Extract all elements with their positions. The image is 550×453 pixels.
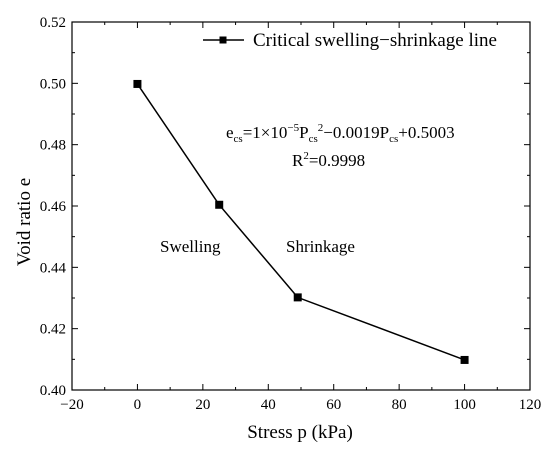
y-axis-ticks: 0.40 0.42 0.44 0.46 0.48 0.50 0.52 — [40, 15, 530, 399]
data-point — [133, 79, 142, 88]
y-tick-label: 0.46 — [40, 199, 67, 215]
x-tick-label: 40 — [261, 397, 276, 413]
legend: Critical swelling−shrinkage line — [203, 30, 497, 51]
shrinkage-label: Shrinkage — [286, 237, 355, 256]
legend-label: Critical swelling−shrinkage line — [253, 30, 497, 51]
eq-sub-cs1: cs — [234, 133, 243, 145]
eq-part3: +0.5003 — [398, 123, 454, 142]
eq-sub-cs3: cs — [389, 133, 398, 145]
plot-border — [71, 21, 531, 391]
x-tick-label: 20 — [195, 397, 210, 413]
eq-sq: 2 — [318, 122, 324, 134]
r-squared: R2=0.9998 — [292, 150, 365, 170]
y-axis-title: Void ratio e — [14, 178, 35, 266]
x-tick-label: 60 — [326, 397, 341, 413]
eq-sub-cs2: cs — [309, 133, 318, 145]
y-tick-label: 0.50 — [40, 76, 66, 92]
fit-equation: ecs=1×10−5Pcs2−0.0019Pcs+0.5003 — [226, 122, 455, 145]
data-point — [460, 355, 469, 364]
series-lines — [136, 83, 465, 361]
eq-e: e — [226, 123, 234, 142]
y-tick-label: 0.40 — [40, 383, 66, 399]
x-tick-label: 0 — [134, 397, 142, 413]
y-tick-label: 0.42 — [40, 322, 66, 338]
y-tick-label: 0.52 — [40, 15, 66, 31]
x-tick-label: −20 — [60, 397, 83, 413]
r2-sup: 2 — [303, 150, 309, 162]
plot-frame — [71, 21, 531, 391]
data-point — [215, 200, 224, 209]
series-points — [133, 79, 469, 364]
series-line — [136, 83, 465, 361]
r2-value: =0.9998 — [309, 151, 365, 170]
legend-marker — [219, 36, 227, 44]
x-tick-label: 80 — [392, 397, 407, 413]
data-point — [293, 293, 302, 302]
eq-P1: P — [299, 123, 308, 142]
eq-exp: −5 — [287, 122, 299, 134]
x-axis-title: Stress p (kPa) — [247, 422, 353, 443]
r2-R: R — [292, 151, 304, 170]
y-tick-label: 0.44 — [40, 260, 67, 276]
swelling-label: Swelling — [160, 237, 221, 256]
x-tick-label: 120 — [519, 397, 542, 413]
y-tick-label: 0.48 — [40, 138, 66, 154]
eq-part2: −0.0019P — [323, 123, 389, 142]
x-tick-label: 100 — [453, 397, 476, 413]
eq-part1: =1×10 — [243, 123, 288, 142]
x-axis-ticks: −20 0 20 40 60 80 100 120 — [60, 22, 541, 413]
